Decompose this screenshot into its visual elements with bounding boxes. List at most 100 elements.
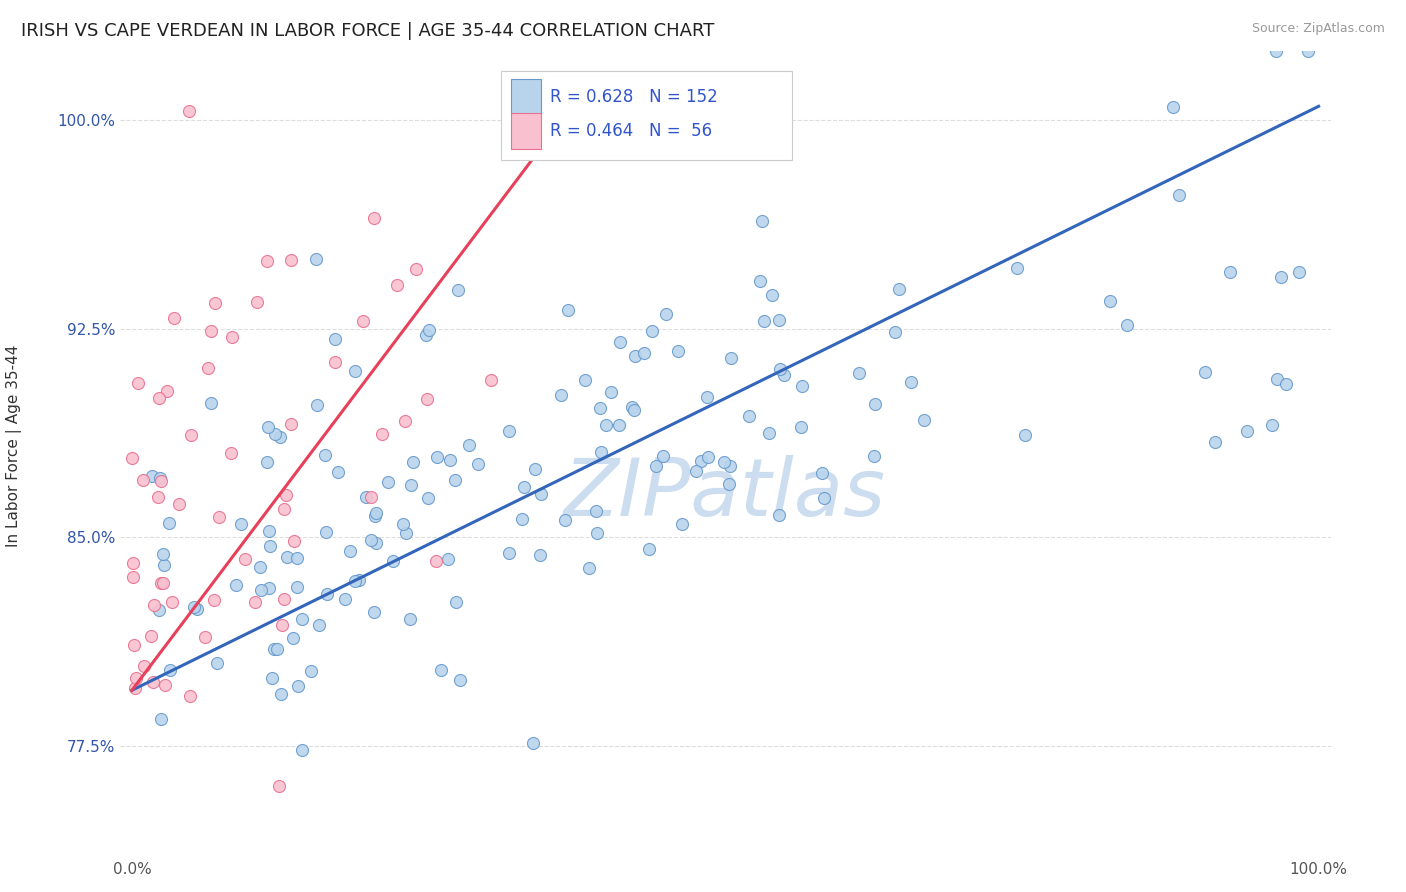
- Point: [291, 612, 314, 626]
- Point: [530, 487, 553, 501]
- Point: [273, 502, 295, 516]
- Point: [249, 560, 271, 574]
- Point: [1014, 428, 1036, 442]
- Point: [595, 417, 617, 432]
- Point: [263, 427, 285, 442]
- Point: [142, 674, 165, 689]
- Point: [221, 330, 243, 344]
- Point: [524, 462, 547, 476]
- Point: [398, 612, 420, 626]
- Point: [360, 490, 382, 504]
- Point: [354, 490, 377, 504]
- Point: [326, 465, 349, 479]
- Point: [446, 283, 468, 297]
- Point: [124, 681, 146, 695]
- Text: IRISH VS CAPE VERDEAN IN LABOR FORCE | AGE 35-44 CORRELATION CHART: IRISH VS CAPE VERDEAN IN LABOR FORCE | A…: [21, 22, 714, 40]
- Point: [305, 252, 328, 267]
- Point: [863, 397, 886, 411]
- Point: [377, 475, 399, 490]
- Point: [1288, 265, 1310, 279]
- Point: [291, 743, 314, 757]
- Point: [718, 458, 741, 473]
- Point: [748, 274, 770, 288]
- Point: [259, 582, 281, 596]
- Point: [768, 313, 790, 327]
- FancyBboxPatch shape: [502, 70, 792, 160]
- Point: [550, 388, 572, 402]
- Point: [405, 261, 427, 276]
- Point: [1265, 44, 1288, 58]
- Point: [467, 457, 489, 471]
- Point: [260, 671, 283, 685]
- Point: [900, 376, 922, 390]
- Point: [156, 384, 179, 399]
- Point: [415, 327, 437, 342]
- Point: [696, 390, 718, 404]
- Point: [1236, 424, 1258, 438]
- Point: [1261, 418, 1284, 433]
- Point: [654, 307, 676, 321]
- Point: [479, 373, 502, 387]
- Point: [392, 516, 415, 531]
- Point: [607, 418, 630, 433]
- Point: [204, 296, 226, 310]
- Point: [848, 366, 870, 380]
- Point: [364, 508, 387, 523]
- Point: [149, 712, 172, 726]
- Point: [395, 526, 418, 541]
- Point: [513, 480, 536, 494]
- Point: [122, 570, 145, 584]
- Point: [280, 417, 302, 432]
- Point: [183, 600, 205, 615]
- Point: [257, 524, 280, 538]
- Point: [366, 506, 388, 520]
- Point: [644, 459, 666, 474]
- Point: [269, 779, 291, 793]
- Point: [758, 426, 780, 441]
- Text: ZIPatlas: ZIPatlas: [564, 455, 886, 533]
- Point: [751, 213, 773, 227]
- Point: [273, 592, 295, 607]
- Point: [510, 512, 533, 526]
- Point: [426, 450, 449, 465]
- Point: [179, 689, 201, 703]
- Point: [887, 282, 910, 296]
- Point: [270, 687, 292, 701]
- Point: [439, 453, 461, 467]
- Point: [416, 392, 439, 406]
- Point: [600, 384, 623, 399]
- Point: [360, 533, 382, 547]
- Point: [148, 392, 170, 406]
- Point: [205, 656, 228, 670]
- Point: [1099, 293, 1122, 308]
- Point: [811, 466, 834, 480]
- Point: [335, 591, 357, 606]
- Point: [1005, 260, 1028, 275]
- Point: [125, 672, 148, 686]
- Point: [121, 451, 143, 466]
- Point: [314, 448, 336, 462]
- Point: [399, 478, 422, 492]
- Point: [554, 513, 576, 527]
- Point: [202, 593, 225, 607]
- Point: [690, 454, 713, 468]
- Text: R = 0.628   N = 152: R = 0.628 N = 152: [550, 87, 717, 105]
- Point: [620, 401, 643, 415]
- Point: [585, 504, 607, 518]
- FancyBboxPatch shape: [510, 78, 541, 115]
- Point: [132, 473, 155, 487]
- Point: [149, 471, 172, 485]
- Point: [651, 449, 673, 463]
- Point: [416, 491, 439, 505]
- Point: [363, 211, 385, 225]
- Point: [160, 595, 183, 609]
- Point: [1167, 188, 1189, 202]
- Point: [134, 659, 156, 673]
- Point: [246, 294, 269, 309]
- Point: [167, 496, 190, 510]
- Point: [671, 516, 693, 531]
- Point: [385, 277, 408, 292]
- Point: [574, 372, 596, 386]
- Point: [529, 548, 551, 562]
- Point: [761, 287, 783, 301]
